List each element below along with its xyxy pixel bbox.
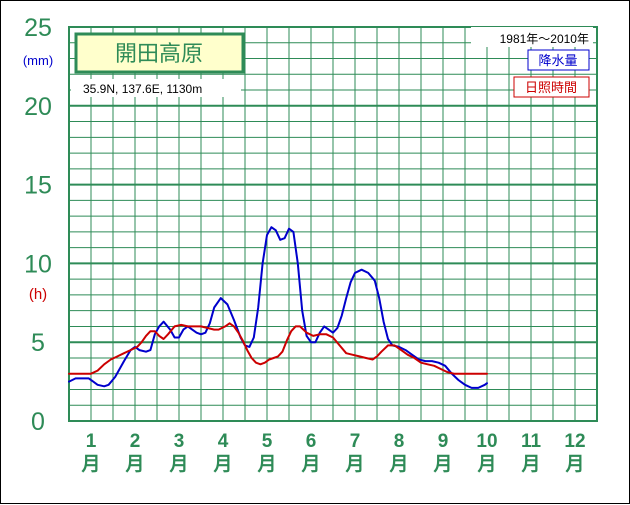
y-unit-sunshine: (h) xyxy=(29,286,47,303)
precip-line xyxy=(68,226,488,389)
x-tick-month-suffix: 月 xyxy=(80,454,100,475)
x-tick-month-number: 2 xyxy=(130,431,141,452)
y-tick-label: 0 xyxy=(31,408,45,436)
x-tick-month-number: 9 xyxy=(438,431,449,452)
y-tick-label: 20 xyxy=(24,93,52,121)
sunshine-line xyxy=(68,322,488,375)
station-name-box xyxy=(74,32,245,74)
x-tick-month-suffix: 月 xyxy=(432,454,452,475)
y-tick-label: 10 xyxy=(24,250,52,278)
x-tick-month-suffix: 月 xyxy=(476,454,496,475)
x-tick-month-number: 5 xyxy=(262,431,273,452)
legend-precip-box xyxy=(527,49,590,71)
x-tick-month-number: 4 xyxy=(218,431,229,452)
x-tick-month-number: 1 xyxy=(86,431,97,452)
x-tick-month-number: 11 xyxy=(521,431,542,452)
series-lines xyxy=(68,226,488,389)
x-tick-month-suffix: 月 xyxy=(300,454,320,475)
x-tick-month-number: 8 xyxy=(394,431,405,452)
legend-sunshine-label: 日照時間 xyxy=(525,80,577,95)
legend-precip-label: 降水量 xyxy=(538,53,577,68)
period-background xyxy=(471,27,593,47)
x-tick-month-suffix: 月 xyxy=(168,454,188,475)
x-tick-month-suffix: 月 xyxy=(388,454,408,475)
x-tick-month-number: 7 xyxy=(350,431,361,452)
x-tick-month-number: 6 xyxy=(306,431,317,452)
x-tick-month-suffix: 月 xyxy=(520,454,540,475)
x-tick-month-number: 3 xyxy=(174,431,185,452)
chart-subtitle: 35.9N, 137.6E, 1130m xyxy=(83,82,202,96)
x-tick-month-suffix: 月 xyxy=(124,454,144,475)
x-tick-month-suffix: 月 xyxy=(212,454,232,475)
y-tick-label: 25 xyxy=(24,14,52,42)
x-tick-month-suffix: 月 xyxy=(564,454,584,475)
x-tick-month-number: 10 xyxy=(476,431,497,452)
y-tick-label: 5 xyxy=(31,329,45,357)
x-tick-month-suffix: 月 xyxy=(344,454,364,475)
x-tick-month-suffix: 月 xyxy=(256,454,276,475)
legend-sunshine-box xyxy=(513,76,590,98)
y-tick-labels: 0 5 10 15 20 25 xyxy=(24,14,52,436)
x-tick-month-number: 12 xyxy=(564,431,585,452)
period-label: 1981年〜2010年 xyxy=(500,32,589,46)
y-unit-precip: (mm) xyxy=(23,53,53,68)
y-tick-label: 15 xyxy=(24,172,52,200)
chart-title: 開田高原 xyxy=(115,41,203,66)
subtitle-background xyxy=(71,79,241,97)
